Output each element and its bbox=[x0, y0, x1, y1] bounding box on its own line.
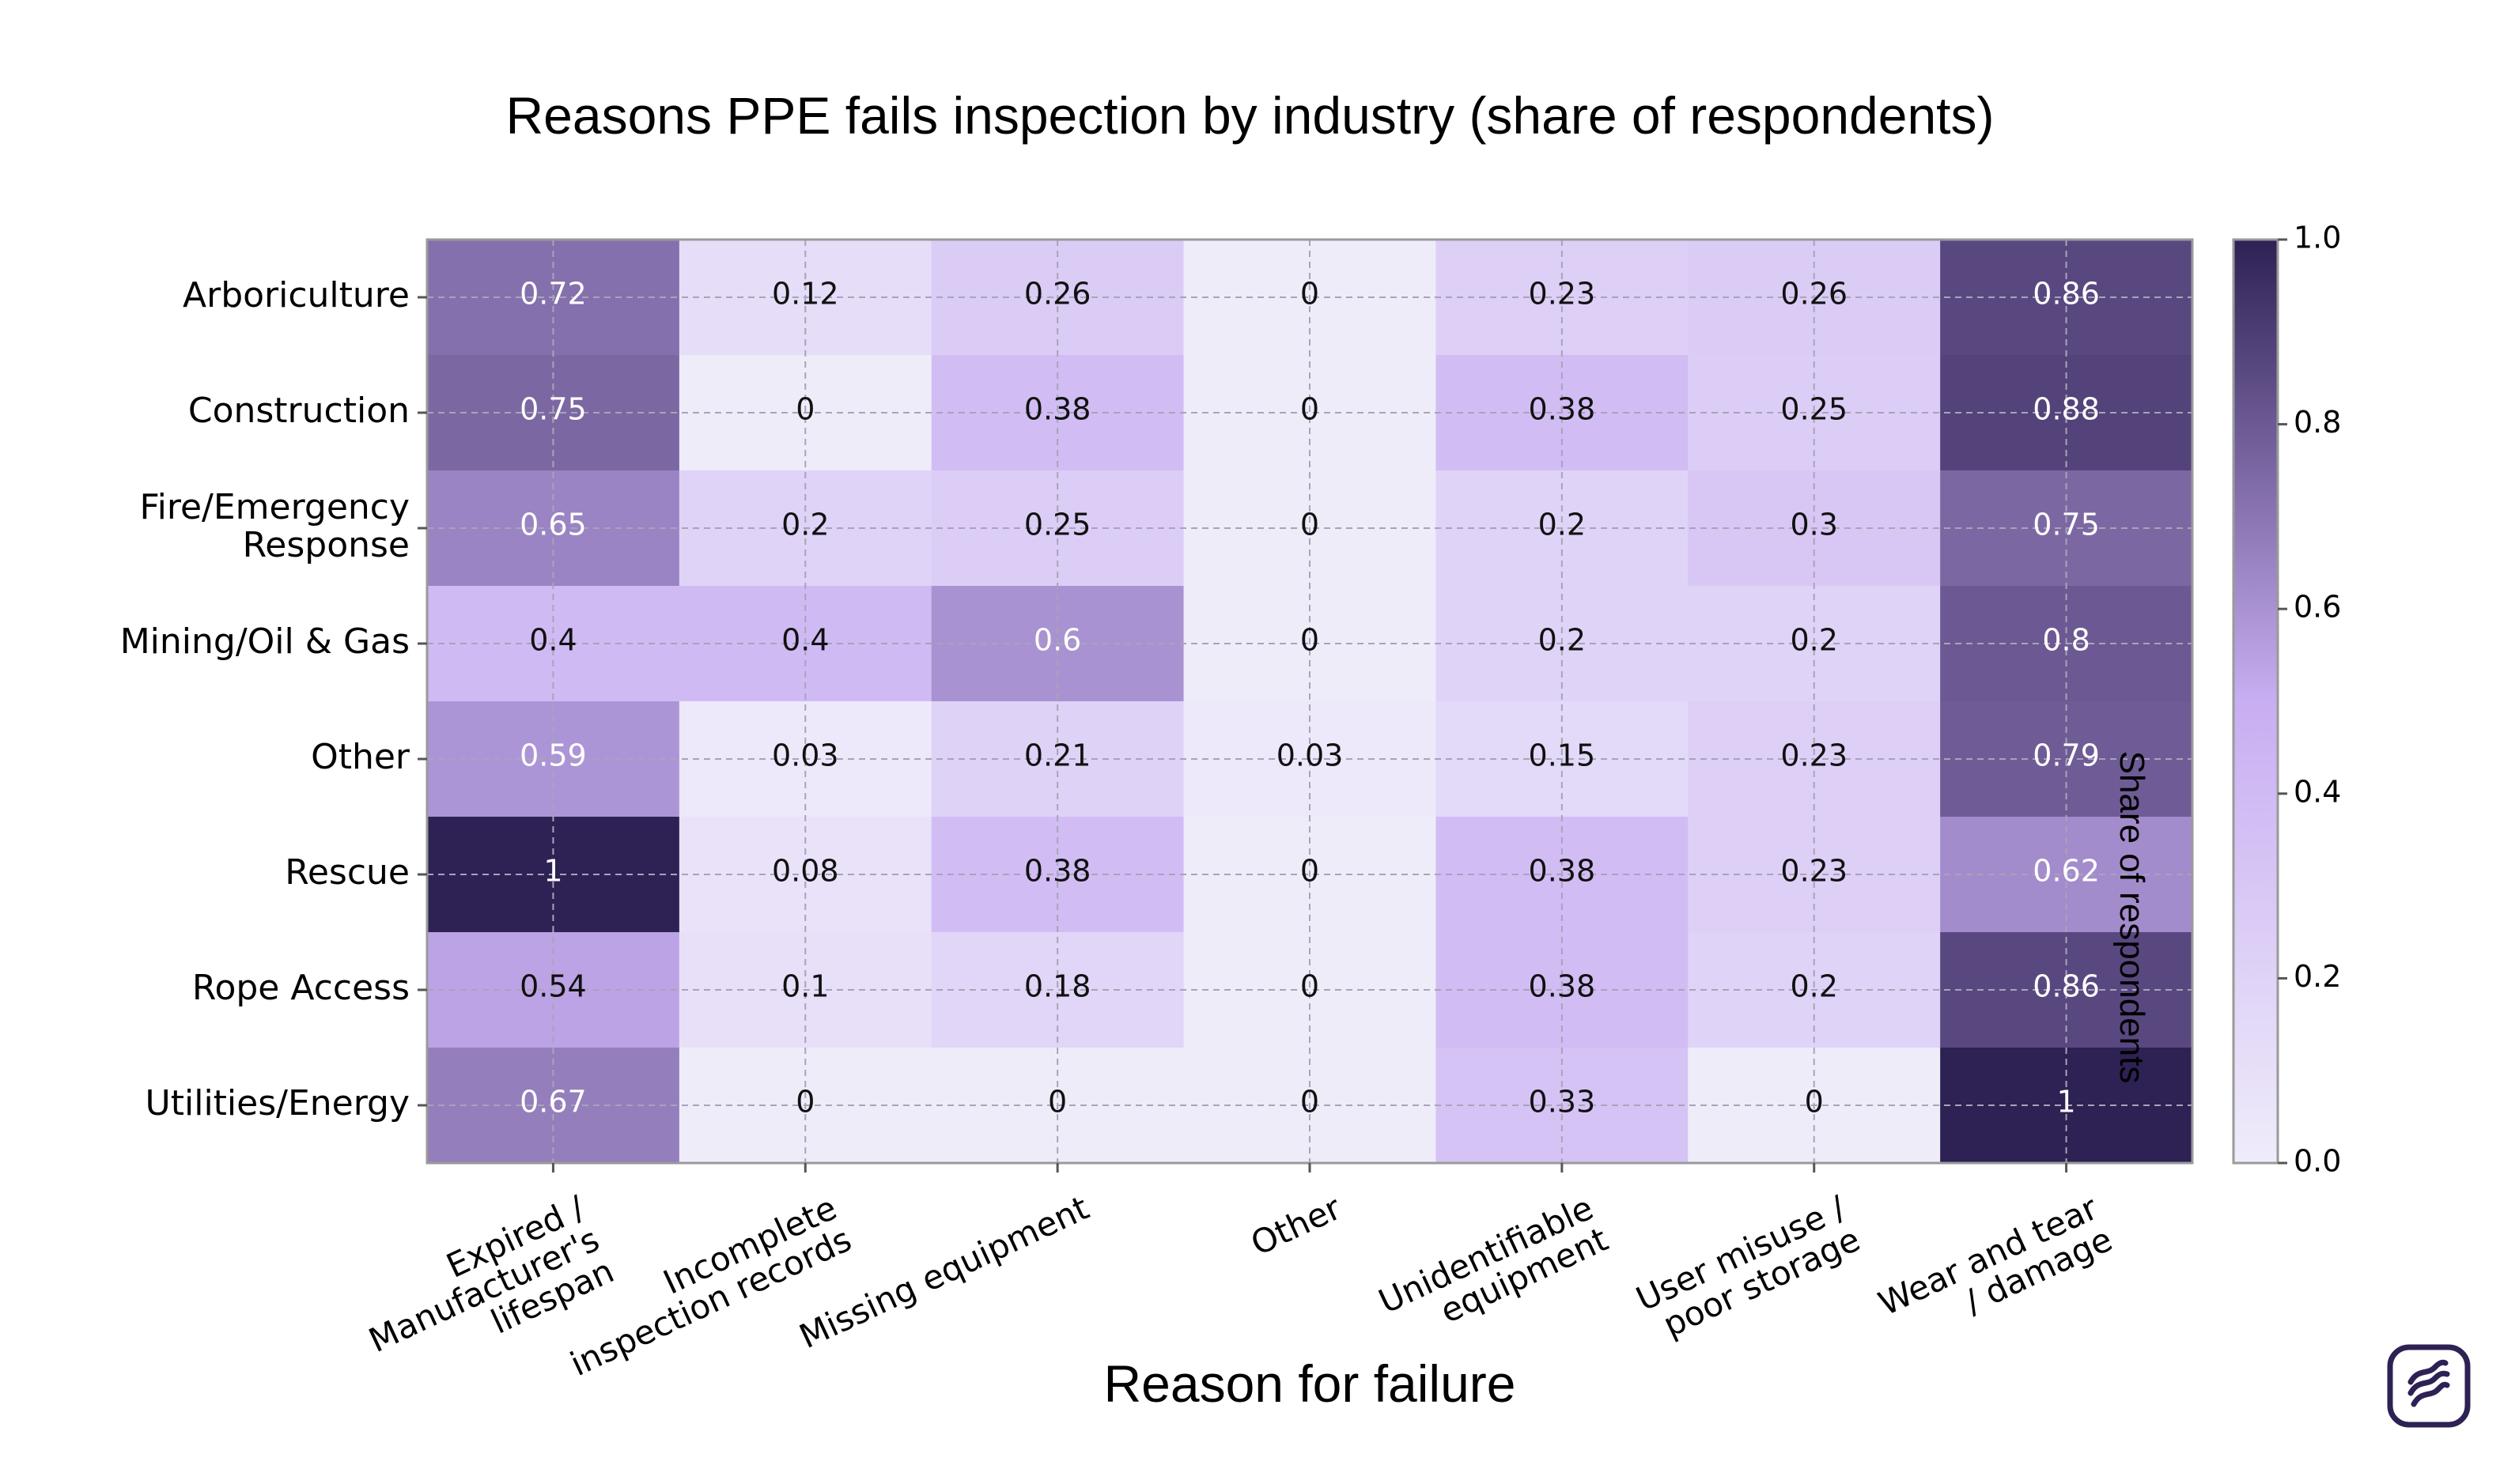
x-axis-label: Reason for failure bbox=[1103, 1354, 1516, 1413]
row-tick-labels: ArboricultureConstructionFire/EmergencyR… bbox=[120, 275, 427, 1123]
cell-value-label: 0.03 bbox=[1276, 738, 1344, 773]
cell-value-label: 0 bbox=[1300, 969, 1319, 1004]
cell-value-label: 0 bbox=[796, 1085, 815, 1120]
cell-value-label: 0.6 bbox=[1034, 623, 1081, 658]
cell-value-label: 0.65 bbox=[520, 508, 587, 542]
cell-value-label: 0.2 bbox=[1790, 623, 1837, 658]
x-tick-label-group: Wear and tear/ damage bbox=[1873, 1188, 2118, 1324]
cell-value-label: 0.08 bbox=[772, 854, 839, 889]
cell-value-label: 0.21 bbox=[1024, 738, 1091, 773]
cell-value-label: 0 bbox=[1300, 623, 1319, 658]
cell-value-label: 0.62 bbox=[2033, 854, 2100, 889]
chart-title: Reasons PPE fails inspection by industry… bbox=[505, 86, 1995, 145]
cell-value-label: 1 bbox=[2056, 1085, 2075, 1120]
colorbar bbox=[2232, 238, 2279, 1165]
cell-value-label: 0 bbox=[1300, 508, 1319, 542]
cell-value-label: 0.38 bbox=[1529, 969, 1596, 1004]
cell-value-label: 1 bbox=[543, 854, 562, 889]
cell-value-label: 0.15 bbox=[1529, 738, 1596, 773]
cell-value-label: 0.59 bbox=[520, 738, 587, 773]
cell-value-label: 0.38 bbox=[1024, 392, 1091, 427]
cell-value-label: 0.38 bbox=[1024, 854, 1091, 889]
cell-value-label: 0.4 bbox=[529, 623, 577, 658]
colorbar-tick-label: 0.4 bbox=[2294, 774, 2341, 809]
cell-value-label: 0.8 bbox=[2042, 623, 2090, 658]
cell-value-label: 0.1 bbox=[781, 969, 829, 1004]
cell-value-label: 0.75 bbox=[2033, 508, 2100, 542]
cell-value-label: 0.3 bbox=[1790, 508, 1837, 542]
cell-value-label: 0.25 bbox=[1780, 392, 1848, 427]
cell-value-label: 0.67 bbox=[520, 1085, 587, 1120]
y-tick-label: Utilities/Energy bbox=[146, 1083, 410, 1123]
cell-value-label: 0.2 bbox=[1538, 508, 1586, 542]
x-tick-label-group: User misuse /poor storage bbox=[1630, 1188, 1866, 1344]
colorbar-tick-label: 0.6 bbox=[2294, 590, 2341, 625]
y-tick-label: Mining/Oil & Gas bbox=[120, 621, 410, 662]
cell-value-label: 0.72 bbox=[520, 277, 587, 312]
cell-value-label: 0.79 bbox=[2033, 738, 2100, 773]
cell-value-label: 0.54 bbox=[520, 969, 587, 1004]
y-tick-label: Response bbox=[243, 525, 410, 565]
x-tick-label-group: Missing equipment bbox=[793, 1188, 1095, 1356]
cell-value-label: 0.03 bbox=[772, 738, 839, 773]
cell-value-label: 0.75 bbox=[520, 392, 587, 427]
y-tick-label: Other bbox=[311, 737, 410, 777]
cell-value-label: 0.18 bbox=[1024, 969, 1091, 1004]
cell-value-label: 0.38 bbox=[1529, 854, 1596, 889]
cell-value-label: 0.25 bbox=[1024, 508, 1091, 542]
cell-value-label: 0 bbox=[1300, 854, 1319, 889]
x-tick-label: Missing equipment bbox=[793, 1188, 1095, 1356]
cell-value-label: 0.23 bbox=[1529, 277, 1596, 312]
y-tick-label: Rescue bbox=[285, 852, 410, 893]
cell-value-label: 0.12 bbox=[772, 277, 839, 312]
cell-value-label: 0 bbox=[1300, 277, 1319, 312]
cell-value-label: 0 bbox=[1048, 1085, 1067, 1120]
colorbar-ticks: 0.0 0.2 0.4 0.6 0.8 1.0 bbox=[2278, 221, 2341, 1179]
colorbar-label: Share of respondents bbox=[2112, 750, 2151, 1084]
gridlines bbox=[427, 240, 2192, 1163]
y-tick-label: Fire/Emergency bbox=[139, 487, 410, 527]
cell-value-label: 0.86 bbox=[2033, 277, 2100, 312]
cell-value-label: 0.2 bbox=[781, 508, 829, 542]
y-tick-label: Construction bbox=[188, 391, 410, 431]
cell-value-label: 0.2 bbox=[1790, 969, 1837, 1004]
x-tick-label: Other bbox=[1245, 1188, 1347, 1263]
cell-value-labels: 0.72 0.12 0.26 0 0.23 0.26 0.86 0.75 0 0.38 0 0.38 0… bbox=[520, 277, 2100, 1120]
cell-value-label: 0 bbox=[1300, 392, 1319, 427]
cell-value-label: 0.2 bbox=[1538, 623, 1586, 658]
cell-value-label: 0.23 bbox=[1780, 738, 1848, 773]
colorbar-tick-label: 1.0 bbox=[2294, 221, 2341, 255]
cell-value-label: 0 bbox=[1300, 1085, 1319, 1120]
cell-value-label: 0.33 bbox=[1529, 1085, 1596, 1120]
cell-value-label: 0.88 bbox=[2033, 392, 2100, 427]
cell-value-label: 0.26 bbox=[1024, 277, 1091, 312]
colorbar-tick-label: 0.8 bbox=[2294, 405, 2341, 440]
cell-value-label: 0.4 bbox=[781, 623, 829, 658]
cell-value-label: 0.86 bbox=[2033, 969, 2100, 1004]
cell-value-label: 0 bbox=[796, 392, 815, 427]
y-tick-label: Arboriculture bbox=[183, 275, 410, 315]
cell-value-label: 0 bbox=[1805, 1085, 1824, 1120]
cell-value-label: 0.23 bbox=[1780, 854, 1848, 889]
brand-logo-icon bbox=[2387, 1344, 2471, 1428]
x-tick-label-group: Other bbox=[1245, 1188, 1347, 1263]
colorbar-tick-label: 0.0 bbox=[2294, 1144, 2341, 1179]
y-tick-label: Rope Access bbox=[192, 968, 410, 1008]
cell-value-label: 0.26 bbox=[1780, 277, 1848, 312]
colorbar-tick-label: 0.2 bbox=[2294, 959, 2341, 994]
cell-value-label: 0.38 bbox=[1529, 392, 1596, 427]
